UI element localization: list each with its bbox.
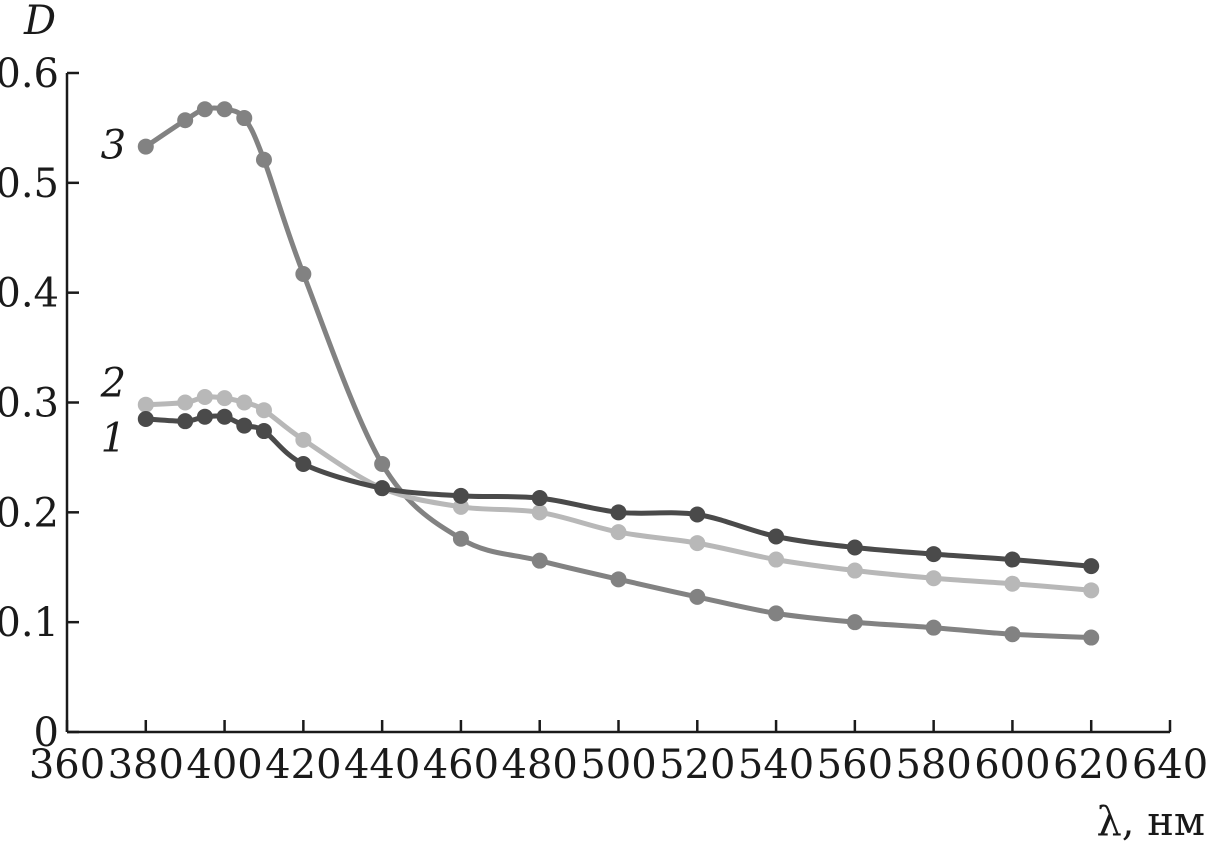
series-2-point: [768, 551, 785, 568]
series-1-line: [143, 413, 1094, 569]
y-tick-label: 0.6: [0, 51, 59, 97]
series-3-point: [925, 619, 942, 636]
series-1-point: [177, 413, 194, 430]
y-tick-label: 0: [34, 710, 59, 756]
series-2-point: [236, 394, 253, 411]
series-1-point: [1004, 551, 1021, 568]
y-tick-label: 0.2: [0, 490, 59, 536]
series-3-point: [236, 110, 253, 127]
series-2-point: [689, 535, 706, 552]
series-1-point: [236, 417, 253, 434]
series-1-point: [137, 410, 154, 427]
x-tick-label: 420: [265, 742, 341, 788]
series-2-point: [531, 504, 548, 521]
series-1-point: [255, 423, 272, 440]
series-1-point: [610, 504, 627, 521]
y-tick-label: 0.3: [0, 381, 59, 427]
x-tick-label: 580: [895, 742, 971, 788]
y-axis-label: D: [23, 0, 56, 44]
series-1-point: [216, 408, 233, 425]
series-1-point: [374, 480, 391, 497]
series-2-point: [846, 562, 863, 579]
x-tick-label: 500: [580, 742, 656, 788]
x-tick-label: 540: [738, 742, 814, 788]
series-2-point: [925, 570, 942, 587]
y-tick-label: 0.4: [0, 271, 59, 317]
x-tick-label: 400: [186, 742, 262, 788]
series-label-1: 1: [101, 416, 126, 462]
series-2-point: [452, 498, 469, 515]
series-1-point: [196, 408, 213, 425]
series-3-point: [196, 101, 213, 118]
y-axis-ticks: 0 0.1 0.2 0.3 0.4 0.5 0.6: [0, 51, 79, 756]
series-3: [137, 101, 1100, 646]
series-1-point: [689, 506, 706, 523]
x-tick-label: 620: [1053, 742, 1129, 788]
series-2: [137, 389, 1100, 599]
y-tick-label: 0.1: [0, 600, 59, 646]
series-3-point: [177, 112, 194, 129]
x-tick-label: 520: [659, 742, 735, 788]
series-3-point: [374, 456, 391, 473]
series-1-point: [452, 487, 469, 504]
series-3-point: [216, 101, 233, 118]
x-axis-label: λ, нм: [1096, 799, 1205, 845]
series-3-point: [1004, 626, 1021, 643]
series-labels: 1 2 3: [100, 122, 126, 461]
series-2-point: [255, 402, 272, 419]
series-3-point: [689, 588, 706, 605]
series-2-point: [216, 390, 233, 407]
x-axis-ticks: 360 380 400 420 440 460 480 500 520 540 560 580 600 6…: [29, 720, 1208, 788]
series-layer: [137, 101, 1100, 646]
series-1-point: [1083, 558, 1100, 575]
series-1: [137, 408, 1100, 575]
series-2-point: [295, 431, 312, 448]
series-2-point: [177, 394, 194, 411]
x-tick-label: 480: [502, 742, 578, 788]
series-2-line: [143, 394, 1094, 593]
series-3-point: [531, 552, 548, 569]
series-1-point: [925, 546, 942, 563]
x-tick-label: 380: [108, 742, 184, 788]
x-tick-label: 640: [1132, 742, 1208, 788]
x-tick-label: 360: [29, 742, 105, 788]
series-1-point: [295, 456, 312, 473]
series-3-point: [768, 605, 785, 622]
series-label-2: 2: [100, 361, 126, 407]
x-tick-label: 440: [344, 742, 420, 788]
series-1-point: [846, 539, 863, 556]
series-3-point: [452, 530, 469, 547]
x-tick-label: 560: [817, 742, 893, 788]
series-2-point: [137, 396, 154, 413]
series-2-point: [610, 524, 627, 541]
series-3-point: [255, 151, 272, 168]
series-1-point: [768, 528, 785, 545]
series-3-point: [610, 571, 627, 588]
series-2-point: [1004, 575, 1021, 592]
x-tick-label: 600: [974, 742, 1050, 788]
series-3-point: [1083, 629, 1100, 646]
y-tick-label: 0.5: [0, 161, 59, 207]
series-3-point: [295, 265, 312, 282]
series-3-point: [846, 614, 863, 631]
series-3-point: [137, 138, 154, 155]
series-2-point: [196, 389, 213, 406]
series-label-3: 3: [101, 122, 126, 168]
series-1-point: [531, 490, 548, 507]
series-2-point: [1083, 582, 1100, 599]
series-3-line: [143, 105, 1094, 640]
x-tick-label: 460: [423, 742, 499, 788]
